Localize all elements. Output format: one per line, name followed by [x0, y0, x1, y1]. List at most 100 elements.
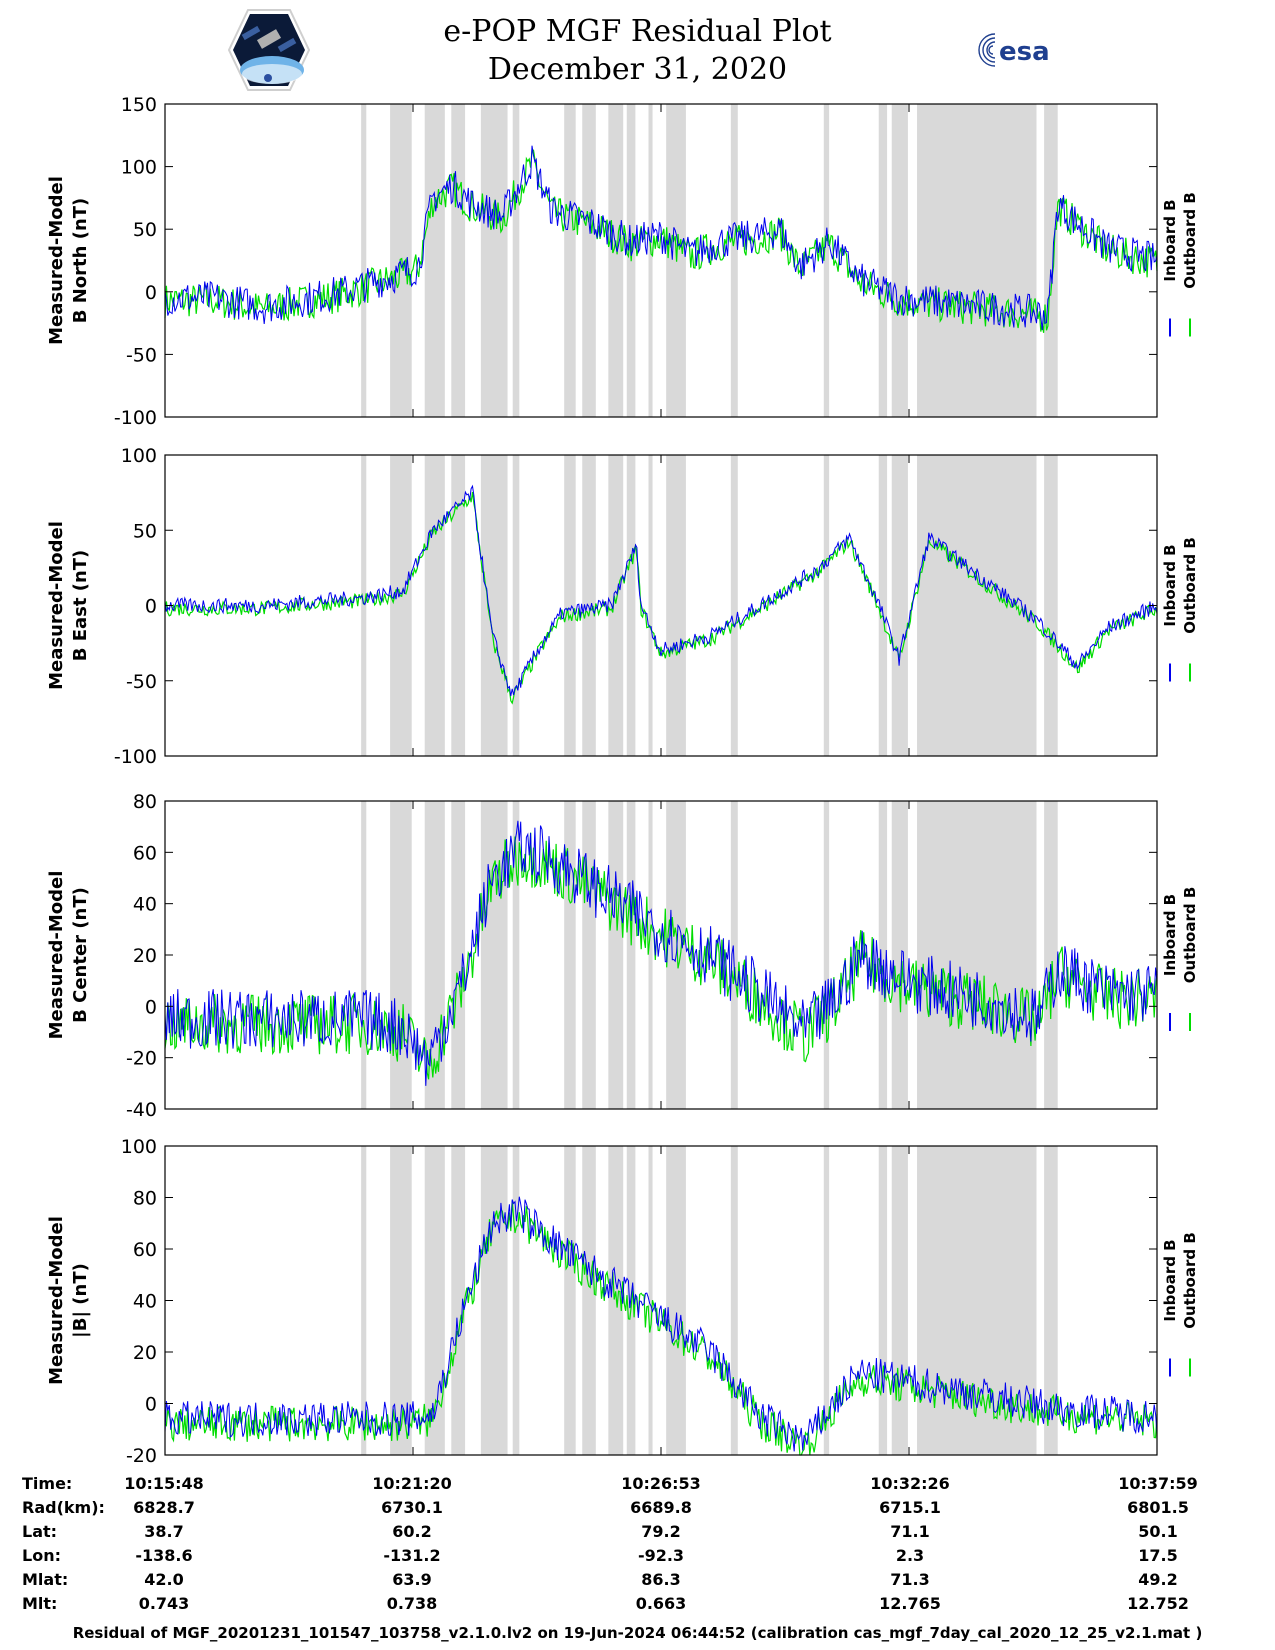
y-axis-label: Measured-Model [46, 871, 67, 1040]
panel-3: -40 -20 0 20 40 60 80 Measured-Model B Center (n… [46, 791, 1199, 1121]
data-gap-band [823, 455, 830, 756]
data-gap-band [626, 801, 636, 1109]
legend-inboard-label: Inboard B [1161, 199, 1179, 281]
data-gap-band [1044, 455, 1058, 756]
outboard-series-line [164, 492, 1158, 705]
inboard-series-line [164, 820, 1158, 1086]
plot-date: December 31, 2020 [487, 52, 788, 87]
esa-logo-text: esa [999, 37, 1050, 67]
y-tick-label: 80 [133, 791, 157, 813]
y-axis-label-unit: B East (nT) [70, 550, 91, 662]
legend-inboard-label: Inboard B [1161, 544, 1179, 626]
data-gap-band [390, 1146, 412, 1455]
plot-title: e-POP MGF Residual Plot [443, 14, 832, 49]
data-gap-band [512, 801, 520, 1109]
data-gap-band [424, 1146, 445, 1455]
data-gap-band [730, 801, 738, 1109]
data-gap-band [878, 455, 888, 756]
data-gap-band [730, 455, 738, 756]
data-gap-band [730, 1146, 738, 1455]
y-tick-label: -100 [114, 407, 157, 429]
y-tick-label: 0 [145, 1394, 157, 1416]
y-tick-label: 60 [133, 1239, 157, 1261]
data-gap-band [823, 104, 830, 417]
data-gap-band [424, 455, 445, 756]
y-axis-label: Measured-Model [46, 521, 67, 690]
data-gap-band [361, 104, 367, 417]
legend-outboard-label: Outboard B [1181, 887, 1199, 984]
data-gap-band [582, 104, 596, 417]
data-gap-band [451, 455, 466, 756]
data-gap-band [512, 1146, 520, 1455]
data-gap-band [823, 801, 830, 1109]
panel-1: -100 -50 0 50 100 150 Measured-Model B North (n… [46, 94, 1199, 429]
y-tick-label: 0 [145, 996, 157, 1018]
y-tick-label: 40 [133, 1291, 157, 1313]
data-gap-band [891, 1146, 908, 1455]
y-tick-label: 20 [133, 1342, 157, 1364]
data-gap-band [451, 104, 466, 417]
data-gap-band [480, 455, 508, 756]
y-axis-label-unit: |B| (nT) [70, 1263, 91, 1338]
footer-caption: Residual of MGF_20201231_101547_103758_v… [72, 1624, 1203, 1642]
legend-outboard-label: Outboard B [1181, 192, 1199, 289]
data-gap-band [608, 455, 624, 756]
inboard-series-line [164, 1196, 1158, 1452]
data-gap-band [1044, 801, 1058, 1109]
data-gap-band [451, 801, 466, 1109]
legend-outboard-label: Outboard B [1181, 537, 1199, 634]
data-gap-band [891, 455, 908, 756]
data-gap-band [480, 1146, 508, 1455]
data-gap-band [582, 1146, 596, 1455]
data-gap-band [564, 455, 576, 756]
y-tick-label: 100 [121, 1136, 157, 1158]
y-axis-label: Measured-Model [46, 1216, 67, 1385]
y-tick-label: -50 [126, 671, 157, 693]
y-tick-label: -20 [126, 1048, 157, 1070]
y-tick-label: 0 [145, 282, 157, 304]
data-gap-band [917, 104, 1037, 417]
data-gap-band [917, 455, 1037, 756]
cassiope-logo [228, 9, 310, 91]
esa-logo: esa [978, 33, 1050, 67]
y-axis-label-unit: B North (nT) [70, 198, 91, 324]
legend-inboard-label: Inboard B [1161, 1239, 1179, 1321]
data-gap-band [608, 1146, 624, 1455]
y-tick-label: -100 [114, 746, 157, 768]
y-tick-label: -20 [126, 1445, 157, 1467]
y-tick-label: 40 [133, 894, 157, 916]
data-gap-band [1044, 104, 1058, 417]
data-gap-band [564, 801, 576, 1109]
inboard-series-line [164, 145, 1158, 331]
data-gap-band [361, 455, 367, 756]
data-gap-band [891, 104, 908, 417]
y-tick-label: 80 [133, 1188, 157, 1210]
data-gap-band [480, 104, 508, 417]
panel-4: -20 0 20 40 60 80 100 Measured-Model |B| (nT) Inb… [46, 1136, 1199, 1467]
data-gap-band [917, 801, 1037, 1109]
data-gap-band [666, 1146, 686, 1455]
data-gap-band [878, 1146, 888, 1455]
y-tick-label: 20 [133, 945, 157, 967]
data-gap-band [582, 801, 596, 1109]
y-axis-label: Measured-Model [46, 176, 67, 345]
data-gap-band [648, 801, 653, 1109]
data-gap-band [480, 801, 508, 1109]
data-gap-band [648, 1146, 653, 1455]
data-gap-band [512, 455, 520, 756]
data-gap-band [424, 104, 445, 417]
y-tick-label: 150 [121, 94, 157, 116]
data-gap-band [361, 801, 367, 1109]
legend-inboard-label: Inboard B [1161, 894, 1179, 976]
data-gap-band [390, 455, 412, 756]
panel-2: -100 -50 0 50 100 Measured-Model B East (nT) In… [46, 445, 1199, 768]
y-tick-label: 100 [121, 157, 157, 179]
data-gap-band [730, 104, 738, 417]
inboard-series-line [164, 484, 1158, 697]
data-gap-band [608, 801, 624, 1109]
data-gap-band [608, 104, 624, 417]
data-gap-band [564, 104, 576, 417]
y-tick-label: 0 [145, 596, 157, 618]
data-gap-band [878, 801, 888, 1109]
